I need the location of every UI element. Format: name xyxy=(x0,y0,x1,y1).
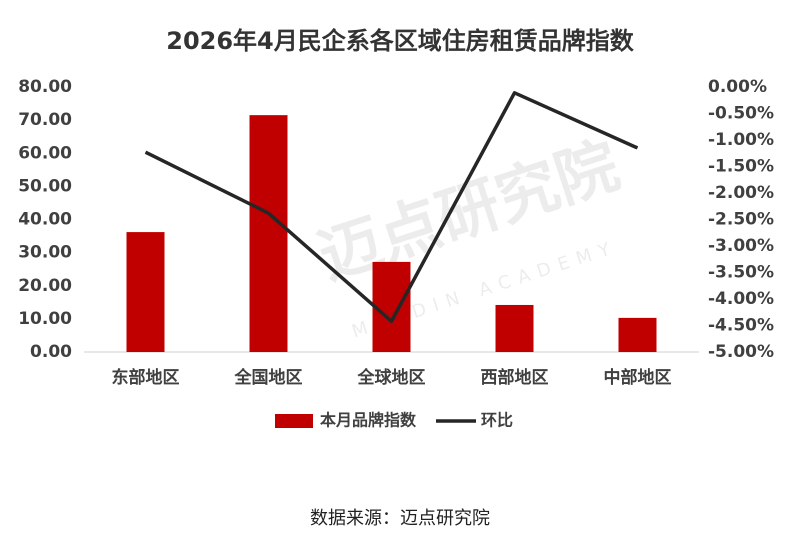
bar xyxy=(618,317,657,352)
bar xyxy=(126,232,165,352)
bar xyxy=(249,115,288,352)
x-tick-label: 全球地区 xyxy=(357,367,426,388)
x-tick-label: 全国地区 xyxy=(234,367,303,388)
line xyxy=(144,91,639,324)
bar xyxy=(495,304,534,352)
y2-tick-label: -3.50% xyxy=(708,263,774,283)
y-tick-label: 60.00 xyxy=(18,143,72,163)
x-tick-label: 东部地区 xyxy=(112,367,180,388)
y2-tick-label: 0.00% xyxy=(708,77,767,97)
y-tick-label: 80.00 xyxy=(18,77,72,97)
y2-tick-label: -2.00% xyxy=(708,183,774,203)
y-tick-label: 10.00 xyxy=(18,309,72,329)
y2-tick-label: -4.00% xyxy=(708,289,774,309)
legend-label: 环比 xyxy=(481,411,513,430)
y2-tick-label: -1.50% xyxy=(708,157,774,177)
y2-tick-label: -3.00% xyxy=(708,236,774,256)
y2-tick-label: -5.00% xyxy=(708,342,774,362)
source: 数据来源：迈点研究院 xyxy=(310,508,490,529)
legend-label: 本月品牌指数 xyxy=(320,411,417,430)
bar xyxy=(372,261,411,352)
y2-tick-label: -4.50% xyxy=(708,316,774,336)
y-tick-label: 40.00 xyxy=(18,210,72,230)
x-tick-label: 中部地区 xyxy=(604,367,672,388)
x-tick-label: 西部地区 xyxy=(481,367,549,388)
y2-tick-label: -0.50% xyxy=(708,104,774,124)
y-tick-label: 50.00 xyxy=(18,176,72,196)
legend-swatch xyxy=(275,414,313,428)
y2-tick-label: -2.50% xyxy=(708,210,774,230)
y2-tick-label: -1.00% xyxy=(708,130,774,150)
y-tick-label: 20.00 xyxy=(18,276,72,296)
y-tick-label: 0.00 xyxy=(30,342,72,362)
chart-title: 2026年4月民企系各区域住房租赁品牌指数 xyxy=(166,27,634,55)
y-tick-label: 70.00 xyxy=(18,110,72,130)
y-tick-label: 30.00 xyxy=(18,243,72,263)
